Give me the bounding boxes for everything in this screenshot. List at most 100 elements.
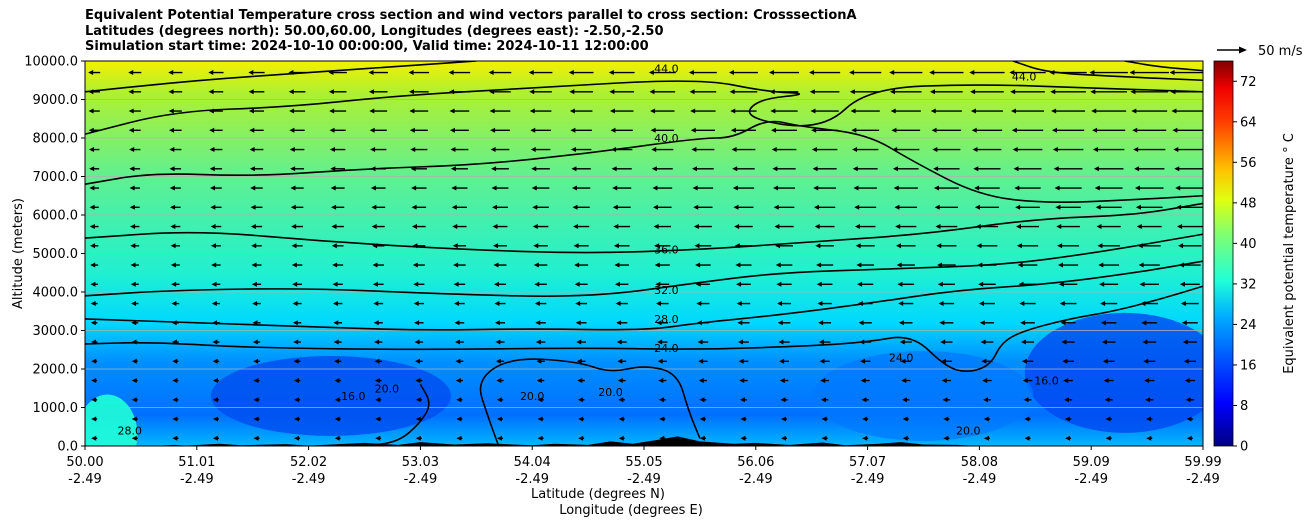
wind-vector-head [210,204,216,210]
wind-vector-head [368,89,374,95]
contour-line-24.0 [85,285,1203,372]
wind-vector-head [172,378,178,384]
wind-vector-head [293,339,299,345]
wind-vector-head [1023,397,1029,403]
wind-vector-head [89,185,95,191]
wind-vector-head [860,378,866,384]
wind-vector-head [494,320,500,326]
wind-vector-head [654,262,660,268]
wind-vector-head [1022,378,1028,384]
wind-vector-head [329,147,335,153]
wind-vector-head [1020,320,1026,326]
wind-vector-head [929,70,935,76]
wind-vector-head [1096,224,1102,230]
wind-vector-head [334,416,340,422]
wind-vector-head [1129,70,1135,76]
wind-vector-head [1063,378,1069,384]
wind-vector-head [452,243,458,249]
wind-vector-head [616,320,622,326]
wind-vector-head [1144,378,1150,384]
wind-vector-head [90,281,96,287]
wind-vector-head [852,166,858,172]
wind-vector-head [253,416,259,422]
wind-vector-head [450,166,456,172]
wind-vector-head [1180,301,1186,307]
wind-vector-head [212,339,218,345]
wind-vector-head [209,127,215,133]
wind-vector-head [415,416,421,422]
wind-vector-head [209,147,215,153]
wind-vector-head [328,89,334,95]
wind-vector-head [1174,166,1180,172]
wind-vector-head [172,416,178,422]
wind-vector-head [492,224,498,230]
wind-vector-head [536,358,542,364]
wind-vector-head [532,204,538,210]
y-tick-label: 4000.0 [33,286,79,301]
contour-label: 24.0 [654,342,679,355]
wind-vector-head [811,147,817,153]
wind-vector-head [930,89,936,95]
wind-vector-head [729,89,735,95]
wind-vector-head [334,378,340,384]
wind-vector-head [411,185,417,191]
wind-vector-head [208,70,214,76]
wind-vector-head [819,358,825,364]
wind-vector-head [91,358,97,364]
wind-vector-head [1024,416,1030,422]
title-line-1: Equivalent Potential Temperature cross s… [85,8,857,23]
wind-vector-head [131,435,137,441]
wind-vector-head [455,358,461,364]
wind-vector-head [901,397,907,403]
wind-vector-head [781,435,787,441]
wind-vector-head [91,378,97,384]
wind-vector-head [736,281,742,287]
x-axis-label-lon: Longitude (degrees E) [559,503,703,518]
contour-label: 16.0 [341,390,366,403]
wind-vector-head [982,397,988,403]
wind-vector-head [612,185,618,191]
wind-vector-head [291,224,297,230]
wind-vector-head [655,301,661,307]
wind-vector-head [334,397,340,403]
wind-vector-head [1094,185,1100,191]
wind-vector-head [656,320,662,326]
wind-vector-head [1064,416,1070,422]
cold-pool-east [1024,312,1203,433]
wind-vector-head [1136,224,1142,230]
wind-vector-head [169,166,175,172]
x-tick-label-lat: 54.04 [514,455,551,470]
x-tick-label-lat: 50.00 [66,455,103,470]
wind-vector-head [212,397,218,403]
wind-vector-head [974,204,980,210]
wind-vector-head [414,320,420,326]
contour-line-28.0 [85,260,1203,331]
wind-vector-head [657,358,663,364]
wind-vector-head [1014,185,1020,191]
wind-vector-head [769,70,775,76]
wind-vector-head [571,166,577,172]
wind-vector-head [933,166,939,172]
wind-vector-head [1105,416,1111,422]
wind-vector-head [170,262,176,268]
wind-vector-head [813,204,819,210]
y-tick-label: 3000.0 [33,324,79,339]
wind-vector-head [851,127,857,133]
wind-vector-head [649,89,655,95]
wind-vector-head [88,108,94,114]
wind-vector-head [1182,339,1188,345]
wind-vector-head [698,358,704,364]
wind-vector-head [613,224,619,230]
wind-vector-head [374,358,380,364]
wind-vector-head [292,301,298,307]
wind-vector-head [408,89,414,95]
wind-vector-head [699,435,705,441]
wind-vector-head [1060,320,1066,326]
wind-vector-head [657,339,663,345]
wind-vector-head [91,416,97,422]
wind-vector-head [779,378,785,384]
wind-vector-head [1092,127,1098,133]
wind-vector-head [1015,204,1021,210]
wind-vector-head [856,262,862,268]
wind-vector-head [252,339,258,345]
